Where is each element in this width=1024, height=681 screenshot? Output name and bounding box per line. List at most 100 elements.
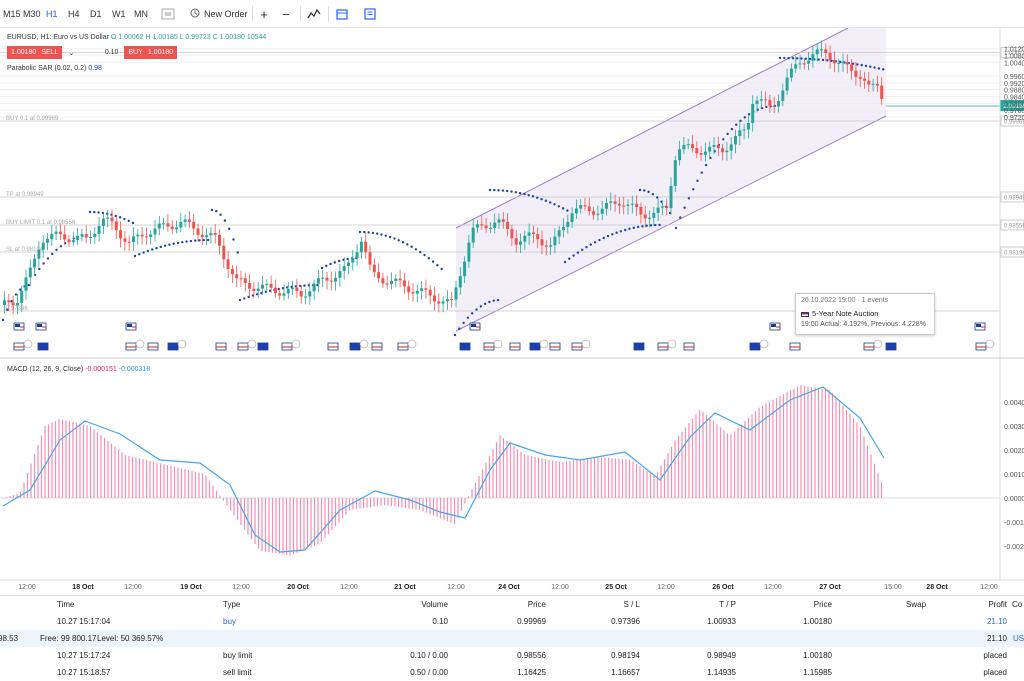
- sar-dot: [860, 63, 863, 67]
- sar-dot: [638, 188, 642, 192]
- sar-dot: [598, 238, 601, 242]
- column-header[interactable]: Price: [813, 600, 832, 609]
- candle-body: [123, 238, 127, 242]
- trading-panel-icon[interactable]: [362, 6, 378, 22]
- timeframe-m30[interactable]: M30: [23, 9, 41, 19]
- price-axis-label: 1.00800: [1004, 53, 1024, 60]
- candle-body: [729, 144, 733, 151]
- sar-dot: [55, 248, 58, 252]
- sar-dot: [27, 283, 30, 287]
- sar-dot: [232, 238, 235, 241]
- column-header[interactable]: Swap: [906, 600, 927, 609]
- sar-dot: [821, 58, 825, 62]
- candle-body: [218, 234, 221, 246]
- table-row[interactable]: 10.27 15:17:04 buy 0.10 0.99969 0.97396 …: [0, 613, 1024, 630]
- buy-button[interactable]: BUY 1.00180: [124, 46, 178, 59]
- candle-body: [867, 80, 871, 85]
- column-header[interactable]: Price: [527, 600, 546, 609]
- toolbar: M15 M30 H1 H4 D1 W1 MN New Order + −: [0, 0, 1024, 28]
- cell-tp: 0.98949: [707, 651, 736, 660]
- price-chart[interactable]: 1.00971 BUY 0.1 at 0.99969 0.99969 TP at 0.…: [0, 27, 1024, 595]
- candle-body: [291, 287, 295, 290]
- time-axis-label: 12:00: [124, 584, 142, 591]
- sar-dot: [692, 188, 695, 191]
- event-count-badge: [247, 339, 257, 349]
- chart-area[interactable]: 1.00971 BUY 0.1 at 0.99969 0.99969 TP at 0.…: [0, 27, 1024, 595]
- new-order-button[interactable]: New Order: [190, 6, 248, 22]
- timeframe-h1[interactable]: H1: [46, 9, 58, 19]
- candle-body: [841, 62, 845, 64]
- candle-body: [510, 229, 514, 239]
- timeframe-h4[interactable]: H4: [68, 9, 80, 19]
- sar-dot: [303, 284, 306, 287]
- candle-body: [789, 68, 793, 78]
- cell-sl: 0.97396: [611, 617, 640, 626]
- sar-dot: [651, 193, 655, 196]
- column-header[interactable]: T / P: [719, 600, 736, 609]
- price-tag: [1000, 115, 1024, 127]
- sar-dot: [202, 238, 205, 242]
- calendar-icon[interactable]: [334, 6, 350, 22]
- sar-dot: [358, 230, 362, 234]
- table-row[interactable]: 10.27 15:18:57 sell limit 0.50 / 0.00 1.…: [0, 664, 1024, 681]
- column-header[interactable]: S / L: [623, 600, 640, 609]
- table-row[interactable]: 10.27 15:17:24 buy limit 0.10 / 0.00 0.9…: [0, 647, 1024, 664]
- event-count-badge: [873, 339, 883, 349]
- candle-body: [433, 295, 436, 302]
- candle-body: [678, 149, 682, 161]
- sell-price: 1.00180: [11, 49, 37, 56]
- event-tooltip-header: 26.10.2022 19:00 · 1 events: [801, 297, 889, 304]
- eu-flag-icon: [349, 342, 361, 351]
- currency: US: [1013, 634, 1024, 643]
- indicators-icon[interactable]: [306, 6, 322, 22]
- candle-body: [540, 239, 544, 246]
- column-header[interactable]: Co: [1012, 600, 1023, 609]
- candle-body: [596, 213, 600, 215]
- candle-body: [725, 150, 729, 153]
- column-header[interactable]: Profit: [988, 600, 1007, 609]
- quantity-field[interactable]: ⌄ 0.10: [62, 46, 124, 59]
- event-count-badge: [985, 339, 995, 349]
- time-axis-label: 12:00: [657, 584, 675, 591]
- candle-body: [420, 288, 424, 291]
- event-count-badge: [135, 339, 145, 349]
- event-count-badge: [177, 339, 187, 349]
- macd-label: MACD (12, 26, 9, Close): [7, 366, 84, 373]
- quantity-value: 0.10: [104, 49, 119, 56]
- macd-value: -0.000151: [85, 366, 117, 373]
- candle-body: [669, 185, 673, 209]
- sar-dot: [572, 254, 575, 257]
- sar-dot: [540, 197, 543, 201]
- price-tag-label: 1.00971: [1004, 51, 1024, 57]
- sar-dot: [518, 191, 522, 195]
- sar-dot: [133, 254, 137, 258]
- timeframe-mn[interactable]: MN: [134, 9, 148, 19]
- timeframe-m15[interactable]: M15: [3, 9, 21, 19]
- candle-body: [37, 249, 41, 259]
- chevron-down-icon[interactable]: ⌄: [68, 49, 75, 57]
- sar-dot: [260, 291, 263, 295]
- sar-dot: [576, 251, 580, 254]
- sar-dot: [329, 262, 332, 266]
- eu-flag-icon: [37, 342, 49, 351]
- zoom-in-icon[interactable]: +: [260, 6, 268, 22]
- sell-button[interactable]: 1.00180 SELL: [7, 46, 63, 59]
- candle-body: [592, 211, 596, 215]
- timeframe-d1[interactable]: D1: [90, 9, 102, 19]
- column-header[interactable]: Time: [57, 600, 75, 609]
- column-header[interactable]: Volume: [421, 600, 448, 609]
- cell-price: 0.99969: [517, 617, 546, 626]
- price-tag: [1000, 191, 1024, 203]
- zoom-out-icon[interactable]: −: [282, 6, 290, 22]
- candle-body: [58, 231, 62, 235]
- cell-current-price: 1.00180: [803, 617, 832, 626]
- column-header[interactable]: Type: [223, 600, 241, 609]
- chart-type-icon[interactable]: [160, 6, 176, 22]
- candle-body: [562, 226, 565, 231]
- sar-dot: [155, 246, 158, 250]
- timeframe-w1[interactable]: W1: [112, 9, 126, 19]
- candle-body: [325, 277, 329, 281]
